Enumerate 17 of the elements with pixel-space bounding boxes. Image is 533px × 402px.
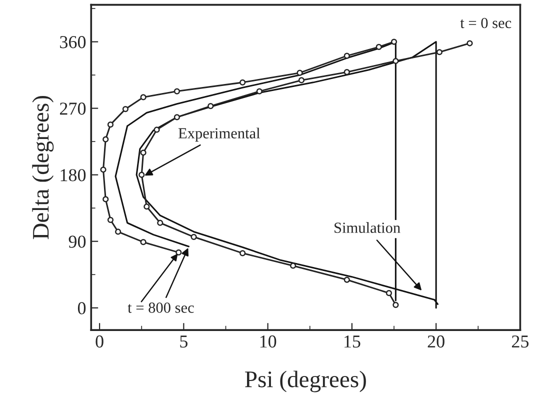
annotation: t = 800 sec <box>128 302 194 313</box>
y-tick-label: 360 <box>60 36 86 48</box>
y-tick-label: 270 <box>60 102 86 115</box>
annotation: Experimental <box>178 128 260 142</box>
y-tick-label: 180 <box>60 169 86 182</box>
x-tick-label: 20 <box>428 335 444 348</box>
x-tick-label: 10 <box>260 335 276 348</box>
y-tick-label: 90 <box>68 236 86 248</box>
x-tick-label: 25 <box>512 335 529 348</box>
x-tick-label: 0 <box>96 335 104 348</box>
annotation: Simulation <box>334 222 400 233</box>
x-tick-label: 15 <box>344 336 360 348</box>
x-axis-title: Psi (degrees) <box>245 370 366 392</box>
annotation: t = 0 sec <box>460 18 512 28</box>
x-tick-label: 5 <box>180 336 188 348</box>
y-axis-title: Delta (degrees) <box>32 96 54 240</box>
y-tick-label: 0 <box>78 302 86 314</box>
